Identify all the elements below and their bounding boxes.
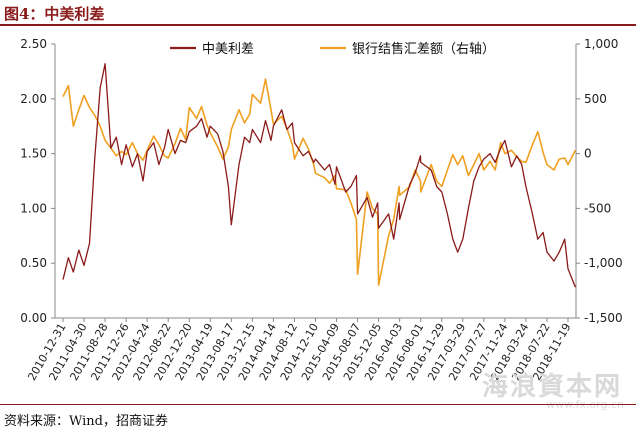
chart-title: 图4：中美利差: [4, 5, 105, 23]
left-tick-label: 1.50: [20, 147, 47, 161]
right-tick-label: 500: [584, 92, 607, 106]
right-tick-label: -500: [584, 201, 611, 215]
spread-line: [62, 63, 577, 288]
series-layer: [62, 63, 577, 288]
left-tick-label: 2.00: [20, 92, 47, 106]
legend: 中美利差 银行结售汇差额（右轴）: [170, 41, 495, 57]
left-tick-label: 0.50: [20, 256, 47, 270]
axes: 0.00 0.50 1.00 1.50 2.00 2.50 -1,500 -1,000 -500…: [20, 37, 622, 383]
left-tick-label: 2.50: [20, 37, 47, 51]
fx-balance-line: [62, 78, 577, 286]
right-tick-label: -1,500: [584, 311, 623, 325]
source-bar: 资料来源：Wind，招商证券: [0, 404, 636, 430]
right-tick-label: 0: [584, 147, 592, 161]
title-bar: 图4：中美利差: [0, 0, 636, 26]
legend-label: 银行结售汇差额（右轴）: [352, 41, 495, 57]
right-tick-label: -1,000: [584, 256, 623, 270]
dual-axis-line-chart: 0.00 0.50 1.00 1.50 2.00 2.50 -1,500 -1,000 -500…: [20, 37, 622, 383]
watermark: 海浪資本网: [481, 372, 622, 402]
legend-label: 中美利差: [202, 42, 254, 57]
left-tick-label: 1.00: [20, 201, 47, 215]
left-tick-label: 0.00: [20, 311, 47, 325]
right-tick-label: 1,000: [584, 37, 618, 51]
source-note: 资料来源：Wind，招商证券: [4, 414, 168, 429]
